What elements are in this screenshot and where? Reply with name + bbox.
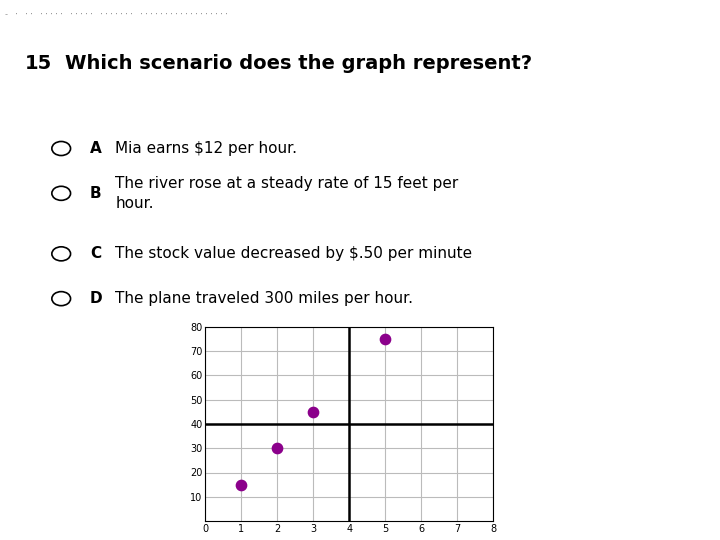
Text: Which scenario does the graph represent?: Which scenario does the graph represent? — [65, 54, 532, 73]
Point — [235, 481, 247, 489]
Point — [271, 444, 283, 453]
Text: Mia earns $12 per hour.: Mia earns $12 per hour. — [115, 141, 297, 156]
Text: C: C — [90, 246, 101, 261]
Text: - · ·· ····· ····· ······· ··················: - · ·· ····· ····· ······· ·············… — [4, 10, 229, 19]
Text: The river rose at a steady rate of 15 feet per
hour.: The river rose at a steady rate of 15 fe… — [115, 176, 459, 211]
Point — [379, 334, 391, 343]
Text: D: D — [90, 291, 103, 306]
Text: The stock value decreased by $.50 per minute: The stock value decreased by $.50 per mi… — [115, 246, 472, 261]
Text: A: A — [90, 141, 102, 156]
Text: The plane traveled 300 miles per hour.: The plane traveled 300 miles per hour. — [115, 291, 413, 306]
Text: 15: 15 — [25, 54, 53, 73]
Point — [307, 407, 319, 416]
Text: B: B — [90, 186, 102, 201]
